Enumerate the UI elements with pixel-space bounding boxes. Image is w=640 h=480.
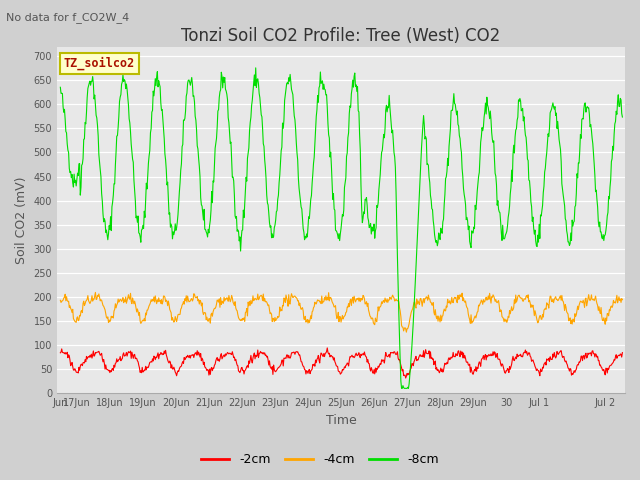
Title: Tonzi Soil CO2 Profile: Tree (West) CO2: Tonzi Soil CO2 Profile: Tree (West) CO2 bbox=[181, 27, 500, 45]
X-axis label: Time: Time bbox=[326, 414, 356, 427]
Y-axis label: Soil CO2 (mV): Soil CO2 (mV) bbox=[15, 176, 28, 264]
Text: No data for f_CO2W_4: No data for f_CO2W_4 bbox=[6, 12, 130, 23]
Text: TZ_soilco2: TZ_soilco2 bbox=[64, 57, 135, 71]
Legend: -2cm, -4cm, -8cm: -2cm, -4cm, -8cm bbox=[196, 448, 444, 471]
